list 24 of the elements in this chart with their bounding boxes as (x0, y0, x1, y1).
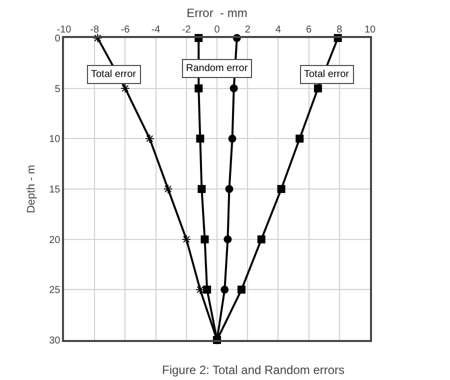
caption: Figure 2: Total and Random errors (162, 363, 345, 377)
x-tick-label: -10 (56, 24, 72, 36)
y-tick-label: 15 (49, 184, 61, 196)
y-tick-label: 20 (49, 234, 61, 246)
x-tick-label: -4 (151, 24, 161, 36)
y-tick-label: 0 (54, 34, 61, 44)
x-axis-title: Error - mm (186, 6, 248, 20)
x-tick-label: 10 (364, 24, 376, 36)
y-tick-label: 5 (54, 84, 61, 95)
y-tick-label: 25 (49, 285, 61, 296)
annotation: Total error (91, 69, 137, 80)
x-tick-label: -6 (120, 24, 130, 36)
x-tick-label: 2 (244, 24, 251, 36)
x-tick-label: 6 (306, 24, 312, 36)
x-tick-label: -8 (90, 24, 100, 36)
x-tick-label: -2 (182, 24, 192, 36)
x-tick-label: 8 (336, 24, 343, 36)
y-tick-label: 10 (49, 134, 61, 146)
x-tick-label: 0 (214, 24, 220, 36)
annotation: Random error (186, 63, 248, 74)
y-axis-title: Depth - m (25, 164, 38, 214)
y-tick-label: 30 (49, 336, 61, 346)
x-tick-label: 4 (275, 24, 282, 36)
annotation: Total error (304, 69, 350, 80)
